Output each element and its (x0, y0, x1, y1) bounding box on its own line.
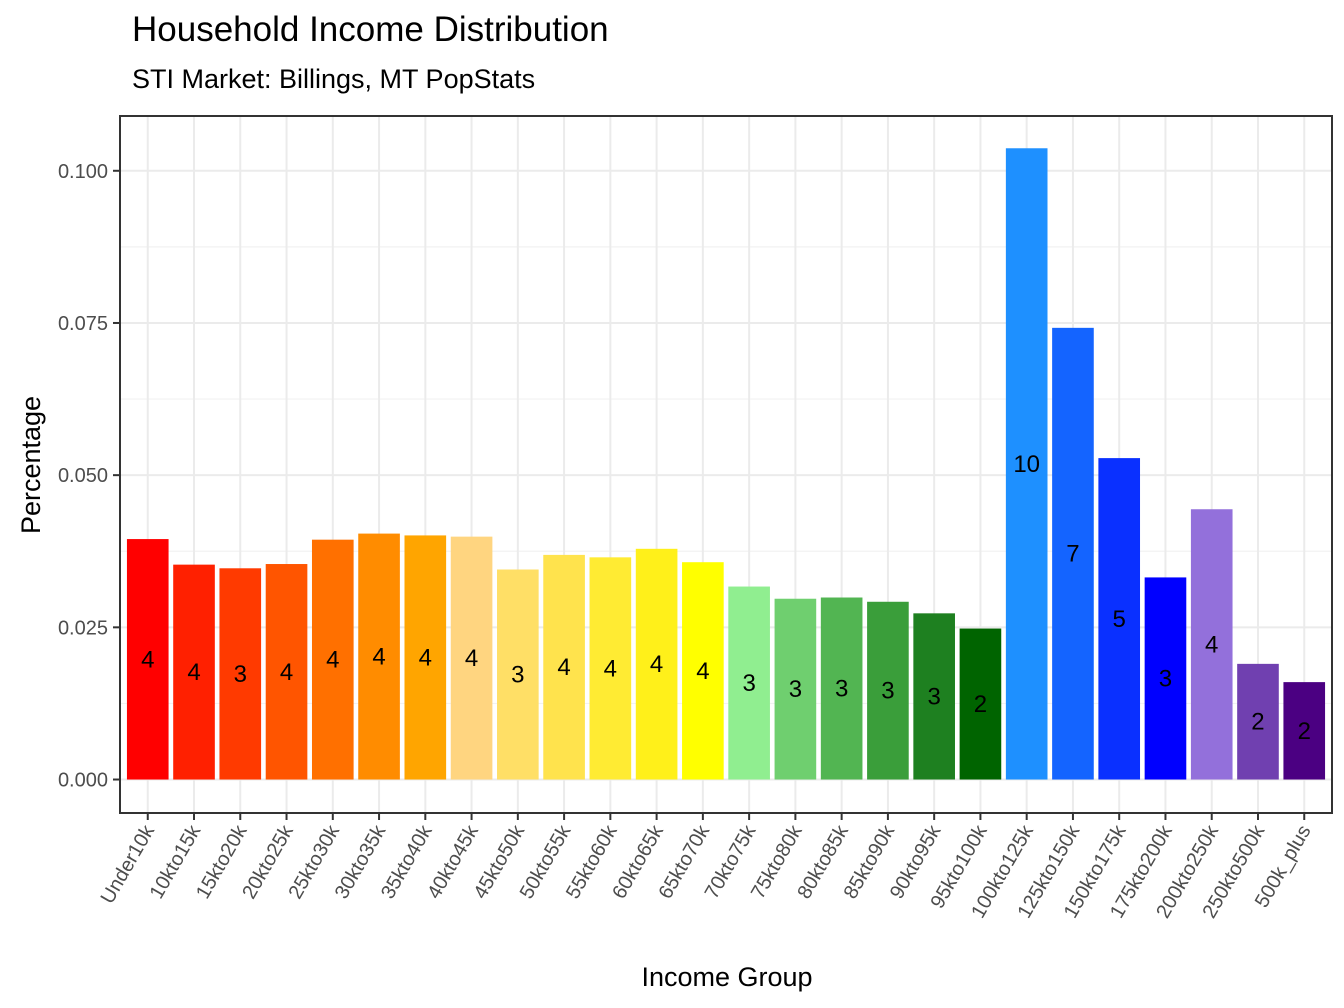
bar-label-65kto70k: 4 (696, 658, 709, 685)
bar-60kto65k (635, 548, 678, 780)
bars-layer (126, 148, 1326, 780)
bar-70kto75k (728, 586, 770, 780)
bar-90kto95k (913, 613, 955, 780)
y-tick-label: 0.000 (58, 770, 108, 792)
bar-40kto45k (450, 536, 493, 780)
chart-title: Household Income Distribution (132, 10, 609, 49)
bar-95kto100k (959, 628, 1002, 780)
bar-label-250kto500k: 2 (1251, 709, 1264, 736)
bar-label-175kto200k: 3 (1159, 665, 1172, 692)
bar-200kto250k (1190, 509, 1233, 780)
bar-label-60kto65k: 4 (650, 651, 663, 678)
bar-30kto35k (358, 533, 400, 780)
bar-50kto55k (543, 554, 585, 780)
bar-label-55kto60k: 4 (604, 655, 617, 682)
bar-label-150kto175k: 5 (1113, 606, 1126, 633)
bar-label-30kto35k: 4 (372, 644, 385, 671)
bar-25kto30k (311, 539, 354, 780)
bar-150kto175k (1098, 458, 1141, 780)
y-tick-label: 0.100 (58, 161, 108, 183)
bar-80kto85k (820, 597, 863, 780)
bar-175kto200k (1144, 577, 1187, 780)
bar-55kto60k (589, 557, 632, 780)
bar-125kto150k (1052, 327, 1094, 780)
bar-35kto40k (404, 535, 447, 780)
bar-Under10k (126, 539, 169, 780)
bar-15kto20k (219, 568, 262, 780)
bar-label-Under10k: 4 (141, 646, 154, 673)
y-tick-label: 0.075 (58, 313, 108, 335)
bar-label-125kto150k: 7 (1066, 541, 1079, 568)
bar-label-10kto15k: 4 (187, 659, 200, 686)
panel-border (119, 115, 1333, 814)
bar-250kto500k (1237, 663, 1279, 780)
bar-45kto50k (497, 569, 539, 780)
bar-label-25kto30k: 4 (326, 647, 339, 674)
bar-label-50kto55k: 4 (557, 654, 570, 681)
bar-label-40kto45k: 4 (465, 645, 478, 672)
bar-label-70kto75k: 3 (742, 670, 755, 697)
chart-subtitle: STI Market: Billings, MT PopStats (132, 64, 536, 94)
bar-label-500k_plus: 2 (1298, 718, 1311, 745)
bar-label-90kto95k: 3 (927, 683, 940, 710)
bar-75kto80k (774, 598, 817, 780)
bar-10kto15k (173, 564, 215, 780)
bar-labels-layer: 4 4 3 4 4 4 4 4 3 4 4 4 4 3 3 3 3 3 2 10 7 5 3 4 2 2 (141, 451, 1311, 745)
bar-label-200kto250k: 4 (1205, 631, 1218, 658)
y-tick-label: 0.050 (58, 465, 108, 487)
bar-label-15kto20k: 3 (234, 661, 247, 688)
x-axis: Under10k10kto15k15kto20k20kto25k25kto30k… (97, 813, 1316, 922)
bar-label-95kto100k: 2 (974, 691, 987, 718)
bar-label-75kto80k: 3 (789, 676, 802, 703)
bar-65kto70k (682, 562, 724, 780)
bar-label-85kto90k: 3 (881, 678, 894, 705)
bar-label-45kto50k: 3 (511, 662, 524, 689)
bar-label-20kto25k: 4 (280, 659, 293, 686)
bar-100kto125k (1005, 148, 1048, 780)
bar-85kto90k (867, 601, 909, 780)
y-axis-title: Percentage (16, 396, 46, 534)
bar-label-100kto125k: 10 (1013, 451, 1040, 478)
bar-label-80kto85k: 3 (835, 676, 848, 703)
bar-500k_plus (1283, 682, 1326, 780)
bar-label-35kto40k: 4 (419, 644, 432, 671)
y-axis: 0.000 0.025 0.050 0.075 0.100 (58, 161, 120, 792)
bar-20kto25k (265, 564, 308, 780)
x-axis-title: Income Group (641, 962, 812, 992)
y-tick-label: 0.025 (58, 617, 108, 639)
